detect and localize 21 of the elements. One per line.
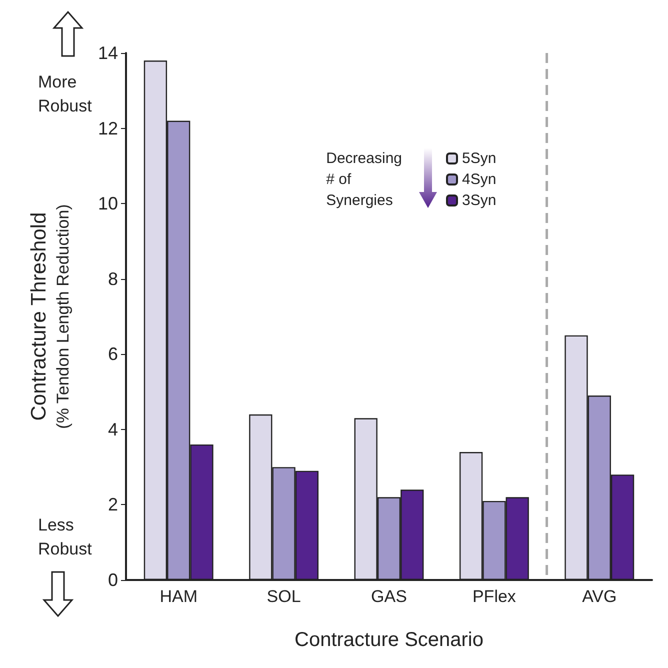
x-tick-label: HAM [160,587,198,606]
y-tick-label: 10 [98,194,118,214]
x-tick-label: PFlex [472,587,516,606]
text: More Robust [38,72,92,116]
y-tick-label: 14 [98,43,118,63]
legend-label: 3Syn [462,192,496,209]
x-tick-label: SOL [266,587,301,606]
y-tick-label: 6 [108,344,118,364]
y-tick-label: 12 [98,118,118,138]
y-tick-label: 4 [108,419,118,440]
text: Less Robust [38,516,92,558]
x-tick-label: GAS [371,587,407,606]
x-tick-label: AVG [582,587,617,606]
y-tick-label: 0 [108,570,118,590]
legend-title: Decreasing # of Synergies [326,150,402,209]
legend-label: 4Syn [462,171,496,188]
legend-label: 5Syn [462,150,496,167]
x-axis-title: Contracture Scenario [294,629,484,651]
y-tick-label: 2 [108,494,118,515]
y-tick-label: 8 [108,268,118,289]
y-axis-title: Contracture Threshold (% Tendon Length Reduction) [28,204,72,429]
